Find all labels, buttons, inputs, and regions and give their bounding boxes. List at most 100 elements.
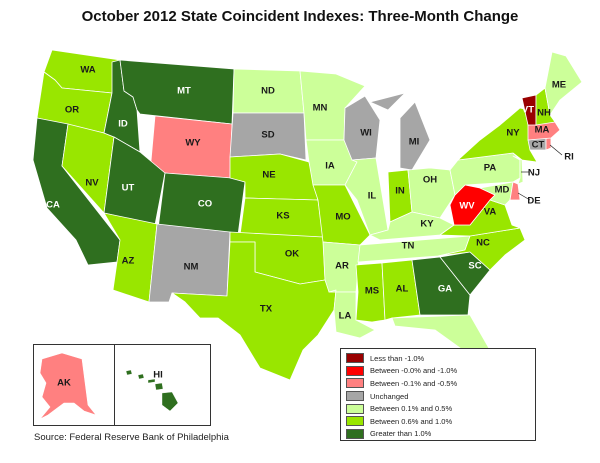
state-NY xyxy=(457,107,538,163)
legend-label: Unchanged xyxy=(370,391,409,401)
state-label-ny: NY xyxy=(506,128,520,139)
state-label-nh: NH xyxy=(537,108,551,119)
state-label-al: AL xyxy=(396,284,409,295)
state-UT xyxy=(103,136,166,226)
state-TX xyxy=(171,241,337,381)
legend-label: Between 0.1% and 0.5% xyxy=(370,404,453,414)
map-title: October 2012 State Coincident Indexes: T… xyxy=(81,8,519,25)
inset-divider xyxy=(114,345,115,425)
state-label-in: IN xyxy=(395,186,405,197)
hi-island-oahu xyxy=(137,373,145,380)
state-NJ xyxy=(512,155,524,185)
legend-swatch xyxy=(346,353,364,364)
legend-item-unchanged: Unchanged xyxy=(346,390,535,403)
state-label-nc: NC xyxy=(476,238,490,249)
state-KY xyxy=(369,211,455,241)
legend-item-gt-1: Greater than 1.0% xyxy=(346,428,535,441)
inset-map: AK HI xyxy=(39,352,179,420)
state-label-ct: CT xyxy=(532,140,545,151)
state-label-wi: WI xyxy=(360,128,372,139)
state-label-mi: MI xyxy=(409,137,420,148)
legend-label: Between -0.1% and -0.5% xyxy=(370,378,458,388)
state-NC xyxy=(437,227,526,271)
state-label-vt: VT xyxy=(522,105,534,116)
legend-label: Between 0.6% and 1.0% xyxy=(370,416,453,426)
legend-item-pos01-05: Between 0.1% and 0.5% xyxy=(346,402,535,415)
state-label-az: AZ xyxy=(122,256,135,267)
state-label-mt: MT xyxy=(177,86,191,97)
state-label-ar: AR xyxy=(335,261,349,272)
legend-swatch xyxy=(346,378,364,389)
state-label-me: ME xyxy=(552,80,566,91)
state-label-ak: AK xyxy=(57,378,71,389)
state-label-tn: TN xyxy=(402,241,415,252)
hi-island-kauai xyxy=(125,369,133,376)
state-ME xyxy=(544,51,583,116)
state-IL xyxy=(344,157,389,236)
state-label-hi: HI xyxy=(153,370,163,381)
legend-swatch xyxy=(346,403,364,414)
state-label-sd: SD xyxy=(261,130,274,141)
state-RI xyxy=(545,137,552,151)
legend-label: Less than -1.0% xyxy=(370,353,425,363)
state-label-nj: NJ xyxy=(528,168,540,179)
state-label-ma: MA xyxy=(535,125,550,136)
legend-swatch xyxy=(346,391,364,402)
legend-swatch xyxy=(346,428,364,439)
legend-swatch xyxy=(346,365,364,376)
state-label-ky: KY xyxy=(420,219,434,230)
state-label-oh: OH xyxy=(423,175,437,186)
legend-item-neg01-neg05: Between -0.1% and -0.5% xyxy=(346,377,535,390)
state-label-tx: TX xyxy=(260,304,273,315)
hi-island-maui xyxy=(154,382,164,391)
state-AK xyxy=(39,352,97,420)
state-label-wa: WA xyxy=(80,65,95,76)
state-label-ms: MS xyxy=(365,286,379,297)
state-label-id: ID xyxy=(118,119,128,130)
state-label-wv: WV xyxy=(459,201,475,212)
state-label-sc: SC xyxy=(468,261,481,272)
legend-item-neg0-neg1: Between -0.0% and -1.0% xyxy=(346,365,535,378)
state-CO xyxy=(157,172,246,236)
state-DE xyxy=(509,181,521,201)
legend-label: Between -0.0% and -1.0% xyxy=(370,366,458,376)
state-label-nm: NM xyxy=(184,262,199,273)
legend-label: Greater than 1.0% xyxy=(370,429,432,439)
source-note: Source: Federal Reserve Bank of Philadel… xyxy=(34,432,229,443)
legend-swatch xyxy=(346,416,364,427)
state-AL xyxy=(381,259,421,321)
state-label-ok: OK xyxy=(285,249,299,260)
state-label-de: DE xyxy=(527,196,540,207)
hi-island-big xyxy=(161,391,179,412)
state-label-la: LA xyxy=(339,311,352,322)
legend: Less than -1.0% Between -0.0% and -1.0% Be… xyxy=(340,348,536,441)
state-label-ia: IA xyxy=(325,161,335,172)
state-SD xyxy=(229,112,307,161)
state-label-nd: ND xyxy=(261,86,275,97)
state-label-ca: CA xyxy=(46,200,60,211)
state-label-co: CO xyxy=(198,199,212,210)
state-label-ga: GA xyxy=(438,284,452,295)
state-NH xyxy=(535,87,556,126)
legend-item-lt-neg1: Less than -1.0% xyxy=(346,352,535,365)
state-label-pa: PA xyxy=(484,163,497,174)
hi-island-molokai xyxy=(147,378,156,384)
state-label-ri: RI xyxy=(564,152,574,163)
state-label-nv: NV xyxy=(85,178,99,189)
state-MI xyxy=(369,92,431,171)
state-label-wy: WY xyxy=(185,138,201,149)
legend-item-pos06-10: Between 0.6% and 1.0% xyxy=(346,415,535,428)
state-LA xyxy=(328,289,376,339)
state-label-mo: MO xyxy=(335,212,350,223)
state-HI xyxy=(125,369,179,412)
state-label-ut: UT xyxy=(122,183,135,194)
callout-line-ri xyxy=(549,144,563,156)
callout-line-de xyxy=(517,192,531,201)
state-GA xyxy=(411,256,471,316)
state-label-md: MD xyxy=(495,185,510,196)
state-label-or: OR xyxy=(65,105,79,116)
inset-alaska-hawaii: AK HI xyxy=(33,344,211,426)
state-label-ks: KS xyxy=(276,211,289,222)
state-label-ne: NE xyxy=(262,170,275,181)
